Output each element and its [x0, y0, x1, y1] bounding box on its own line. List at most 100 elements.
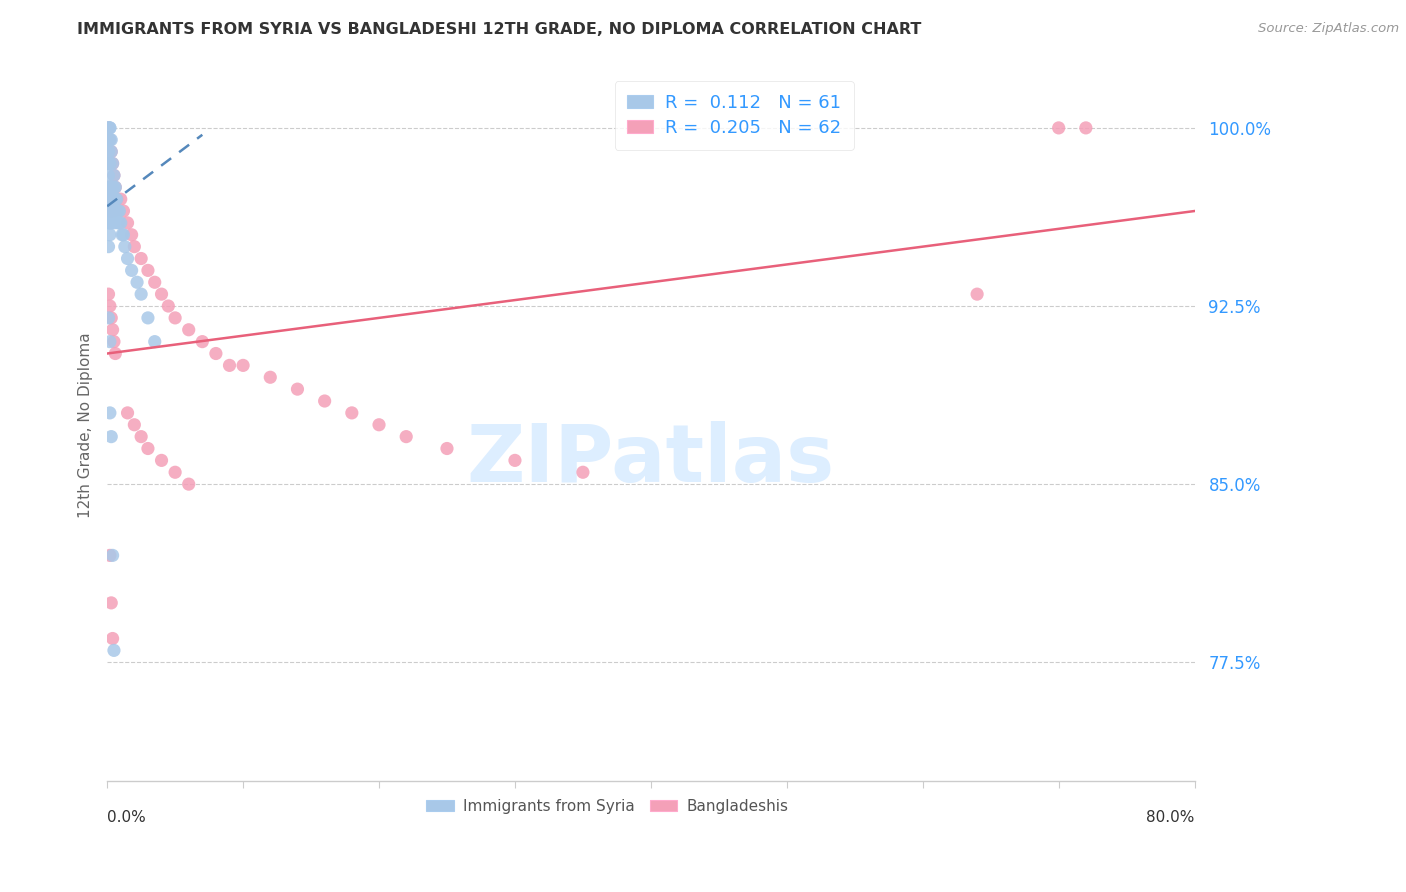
Text: IMMIGRANTS FROM SYRIA VS BANGLADESHI 12TH GRADE, NO DIPLOMA CORRELATION CHART: IMMIGRANTS FROM SYRIA VS BANGLADESHI 12T… [77, 22, 922, 37]
Point [114, 240, 136, 254]
Point [98, 549, 121, 563]
Point [100, 596, 122, 610]
Point [150, 287, 173, 301]
Point [104, 180, 127, 194]
Text: 80.0%: 80.0% [1146, 810, 1195, 824]
Point [98, 180, 121, 194]
Point [98, 120, 121, 135]
Point [98, 227, 121, 242]
Point [136, 263, 159, 277]
Point [104, 346, 127, 360]
Point [97, 133, 120, 147]
Point [436, 442, 458, 456]
Text: 0.0%: 0.0% [107, 810, 146, 824]
Point [395, 430, 418, 444]
Point [117, 406, 139, 420]
Point [97, 169, 120, 183]
Text: ZIPatlas: ZIPatlas [467, 421, 835, 500]
Point [103, 216, 125, 230]
Point [97, 145, 120, 159]
Point [98, 120, 121, 135]
Point [100, 180, 122, 194]
Point [108, 216, 131, 230]
Point [97, 216, 120, 230]
Point [103, 180, 125, 194]
Point [136, 442, 159, 456]
Point [97, 120, 120, 135]
Point [98, 180, 121, 194]
Point [104, 204, 127, 219]
Point [218, 359, 240, 373]
Point [101, 204, 124, 219]
Point [105, 204, 128, 219]
Point [101, 192, 124, 206]
Point [101, 192, 124, 206]
Point [107, 204, 129, 219]
Point [97, 120, 120, 135]
Point [108, 204, 131, 219]
Point [111, 227, 134, 242]
Point [97, 192, 120, 206]
Point [98, 216, 121, 230]
Point [100, 145, 122, 159]
Point [165, 465, 187, 479]
Point [97, 133, 120, 147]
Point [97, 180, 120, 194]
Point [97, 240, 120, 254]
Point [124, 240, 146, 254]
Point [101, 323, 124, 337]
Point [97, 180, 120, 194]
Point [98, 133, 121, 147]
Point [98, 156, 121, 170]
Point [97, 192, 120, 206]
Point [97, 310, 120, 325]
Point [129, 287, 152, 301]
Point [125, 275, 148, 289]
Point [368, 417, 391, 432]
Point [103, 192, 125, 206]
Point [98, 156, 121, 170]
Point [97, 287, 120, 301]
Point [100, 180, 122, 194]
Point [340, 406, 363, 420]
Point [103, 204, 125, 219]
Point [101, 156, 124, 170]
Point [101, 549, 124, 563]
Point [100, 310, 122, 325]
Point [103, 643, 125, 657]
Point [98, 204, 121, 219]
Text: Source: ZipAtlas.com: Source: ZipAtlas.com [1258, 22, 1399, 36]
Point [100, 192, 122, 206]
Point [572, 465, 595, 479]
Point [177, 477, 200, 491]
Point [97, 204, 120, 219]
Point [150, 453, 173, 467]
Point [124, 417, 146, 432]
Point [98, 133, 121, 147]
Point [97, 156, 120, 170]
Point [314, 394, 336, 409]
Point [103, 169, 125, 183]
Point [100, 145, 122, 159]
Point [100, 204, 122, 219]
Point [503, 453, 526, 467]
Point [110, 192, 132, 206]
Point [103, 334, 125, 349]
Point [103, 204, 125, 219]
Point [966, 287, 988, 301]
Point [100, 216, 122, 230]
Point [105, 192, 128, 206]
Point [101, 156, 124, 170]
Point [112, 204, 135, 219]
Point [177, 323, 200, 337]
Point [259, 370, 281, 384]
Legend: Immigrants from Syria, Bangladeshis: Immigrants from Syria, Bangladeshis [420, 792, 794, 820]
Point [97, 156, 120, 170]
Point [97, 120, 120, 135]
Point [100, 204, 122, 219]
Point [105, 192, 128, 206]
Point [103, 169, 125, 183]
Point [205, 346, 228, 360]
Point [143, 334, 166, 349]
Point [121, 227, 143, 242]
